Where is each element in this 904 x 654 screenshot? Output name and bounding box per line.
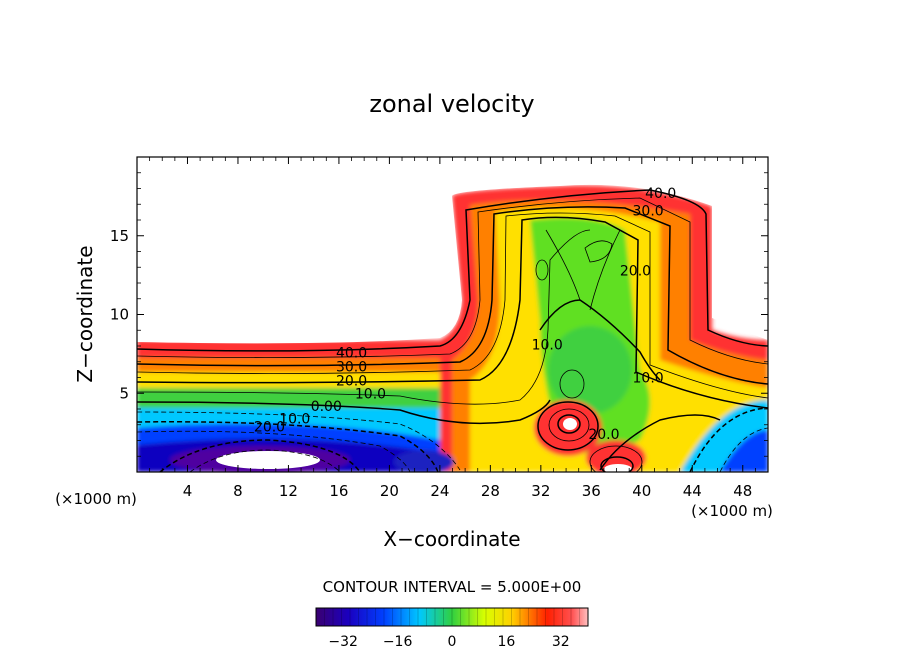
x-tick-label: 40 <box>632 482 651 500</box>
contour-label: 0.00 <box>311 399 342 415</box>
surface-blue-small <box>394 450 454 472</box>
velocity-field <box>137 157 768 472</box>
colorbar-tick-label: 16 <box>497 634 515 650</box>
y-ticks: 5 10 15 <box>110 172 768 457</box>
y-axis-label: Z−coordinate <box>73 245 97 382</box>
x-tick-label: 28 <box>481 482 500 500</box>
colorbar-divisions <box>324 608 580 626</box>
right-deep-blue <box>720 430 768 472</box>
x-unit-right: (×1000 m) <box>691 502 773 520</box>
contour-label: 40.0 <box>645 186 676 202</box>
contour-interval: CONTOUR INTERVAL = 5.000E+00 <box>323 578 582 596</box>
column-green-lower <box>548 326 632 414</box>
x-tick-label: 20 <box>380 482 399 500</box>
x-axis-label: X−coordinate <box>383 527 520 551</box>
white-core-left <box>216 451 320 469</box>
y-tick-label: 15 <box>110 227 129 245</box>
x-tick-label: 44 <box>683 482 702 500</box>
contour-label: 40.0 <box>336 345 367 361</box>
white-core-mid <box>563 418 577 430</box>
colorbar-tick-label: 32 <box>552 634 570 650</box>
colorbar-tick-label: 0 <box>448 634 457 650</box>
x-tick-label: 48 <box>733 482 752 500</box>
colorbar-tick-label: −16 <box>383 634 413 650</box>
contour-label: 20.0 <box>620 263 651 279</box>
colorbar: −32 −16 0 16 32 <box>315 607 589 650</box>
contour-labels: 40.030.020.010.00.0010.020.040.030.020.0… <box>254 186 676 443</box>
upper-white <box>137 157 768 344</box>
x-tick-label: 24 <box>430 482 449 500</box>
x-tick-label: 4 <box>183 482 193 500</box>
y-tick-label: 5 <box>119 384 129 402</box>
x-tick-label: 32 <box>531 482 550 500</box>
contour-label: 10.0 <box>355 386 386 402</box>
contour-lines <box>137 189 768 472</box>
x-unit-left: (×1000 m) <box>55 490 137 508</box>
contour-label: 30.0 <box>336 359 367 375</box>
contour-label: 20.0 <box>336 374 367 390</box>
x-tick-label: 16 <box>329 482 348 500</box>
colorbar-tick-label: −32 <box>328 634 358 650</box>
colorbar-ticks: −32 −16 0 16 32 <box>328 634 569 650</box>
contour-label: 20.0 <box>254 419 285 435</box>
x-tick-label: 12 <box>279 482 298 500</box>
white-core-right <box>604 464 632 472</box>
contour-label: 10.0 <box>633 371 664 387</box>
chart-title: zonal velocity <box>369 90 534 118</box>
x-ticks: 4 8 12 16 20 24 28 32 36 40 44 48 <box>149 157 756 500</box>
contour-label: 10.0 <box>532 337 563 353</box>
contour-label: 10.0 <box>279 411 310 427</box>
contour-label: 20.0 <box>588 427 619 443</box>
x-tick-label: 8 <box>233 482 243 500</box>
contour-label: 30.0 <box>633 204 664 220</box>
x-tick-label: 36 <box>582 482 601 500</box>
y-tick-label: 10 <box>110 306 129 324</box>
